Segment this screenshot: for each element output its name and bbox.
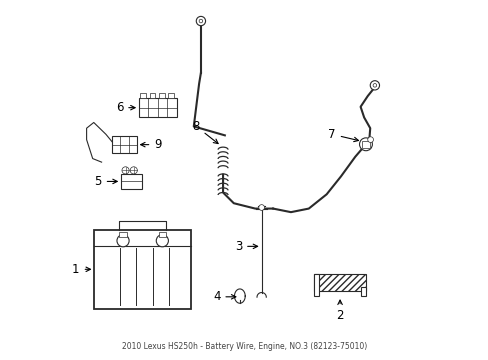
Text: 5: 5 xyxy=(94,175,117,188)
Circle shape xyxy=(196,17,205,26)
Text: 1: 1 xyxy=(72,263,90,276)
Bar xyxy=(159,232,165,237)
Circle shape xyxy=(117,235,129,247)
Text: 7: 7 xyxy=(327,128,358,141)
Text: 6: 6 xyxy=(116,101,135,114)
Circle shape xyxy=(156,235,168,247)
Text: 2010 Lexus HS250h - Battery Wire, Engine, NO.3 (82123-75010): 2010 Lexus HS250h - Battery Wire, Engine… xyxy=(122,342,366,351)
Text: 9: 9 xyxy=(141,138,162,151)
Bar xyxy=(149,93,155,98)
Text: 3: 3 xyxy=(234,240,257,253)
Circle shape xyxy=(372,84,376,87)
Circle shape xyxy=(369,81,379,90)
Bar xyxy=(121,174,142,189)
Bar xyxy=(362,141,369,148)
Bar xyxy=(139,98,176,117)
Circle shape xyxy=(258,204,264,210)
Bar xyxy=(313,274,318,296)
Bar xyxy=(140,93,145,98)
Circle shape xyxy=(130,167,137,174)
Bar xyxy=(94,230,190,309)
Text: 8: 8 xyxy=(192,120,218,144)
Bar xyxy=(119,232,126,237)
Bar xyxy=(168,93,174,98)
Text: 2: 2 xyxy=(336,300,343,322)
Circle shape xyxy=(199,19,203,23)
Circle shape xyxy=(367,137,373,143)
Bar xyxy=(112,136,136,153)
Bar xyxy=(313,274,365,292)
Circle shape xyxy=(122,167,129,174)
Text: 4: 4 xyxy=(212,290,235,303)
Bar xyxy=(159,93,164,98)
Bar xyxy=(361,287,365,296)
Circle shape xyxy=(359,138,372,151)
